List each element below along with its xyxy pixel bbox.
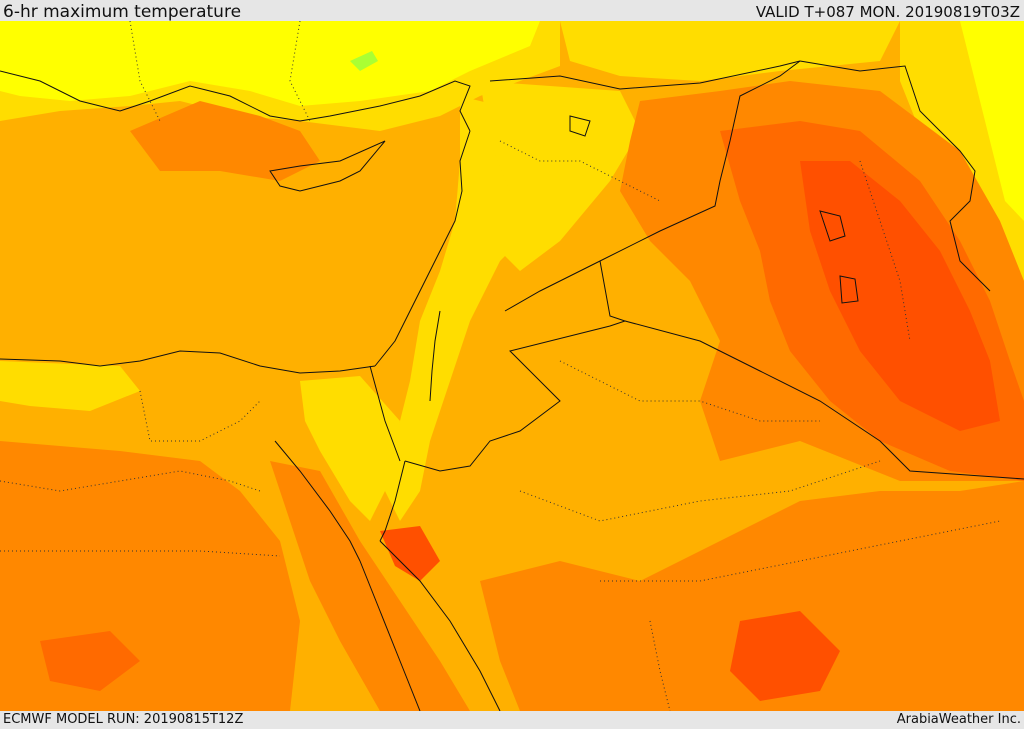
admin-line-1 [0, 470, 261, 492]
saudi-orange-zone [480, 481, 1024, 711]
footer-bar: ECMWF MODEL RUN: 20190815T12Z ArabiaWeat… [0, 711, 1024, 729]
turkey-coastline [0, 70, 471, 132]
levant-coastline [374, 130, 471, 367]
turkey-lake [569, 115, 591, 137]
egypt-coast-yellow [0, 361, 140, 411]
red-sea-west-coast [359, 560, 421, 711]
egypt-coastline [0, 350, 376, 374]
iraq-lake-2 [839, 275, 859, 304]
sinai-border [369, 365, 401, 462]
mesopotamia-hottest-zone [800, 161, 1000, 431]
admin-line-7 [129, 21, 161, 122]
gulf-of-suez [274, 440, 361, 562]
cyprus-outline [269, 140, 386, 192]
jordan-river [429, 310, 441, 402]
admin-line-3 [519, 460, 881, 522]
gulf-of-aqaba [379, 460, 406, 542]
green-spot [350, 51, 378, 71]
map-svg [0, 21, 1024, 711]
iraq-saudi-border [624, 320, 1024, 480]
southwest-hot-spot [40, 631, 140, 691]
model-run-label: ECMWF MODEL RUN: 20190815T12Z [3, 712, 244, 727]
valid-time: VALID T+087 MON. 20190819T03Z [755, 3, 1020, 21]
anatolia-pale-yellow-zone [0, 21, 540, 106]
header-bar: 6-hr maximum temperature VALID T+087 MON… [0, 0, 1024, 22]
aqaba-hot-spot [380, 526, 440, 581]
east-turkey-yellow [560, 21, 900, 81]
map-title: 6-hr maximum temperature [3, 2, 242, 22]
admin-line-10 [139, 390, 261, 442]
admin-line-5 [559, 360, 820, 422]
syria-iraq-border [504, 60, 801, 312]
cyprus-sea-orange [130, 101, 320, 181]
iraq-lake-1 [819, 210, 846, 242]
admin-line-11 [499, 140, 661, 202]
red-sea-east-coast [379, 540, 501, 711]
admin-line-2 [0, 550, 281, 557]
temperature-map[interactable] [0, 21, 1024, 711]
jordan-saudi-border [404, 260, 627, 472]
iraq-iran-border [799, 60, 991, 292]
iran-pale-yellow-zone [960, 21, 1024, 221]
admin-line-8 [289, 21, 311, 122]
admin-boundaries [0, 21, 1001, 711]
south-hot-spot [730, 611, 840, 701]
admin-line-6 [649, 620, 671, 711]
credit-label: ArabiaWeather Inc. [896, 712, 1021, 727]
syria-inland-yellow [480, 81, 640, 271]
sinai-yellow-zone [300, 376, 400, 521]
border-lines [0, 60, 1024, 711]
admin-line-9 [859, 160, 911, 342]
turkey-syria-border [489, 60, 801, 90]
